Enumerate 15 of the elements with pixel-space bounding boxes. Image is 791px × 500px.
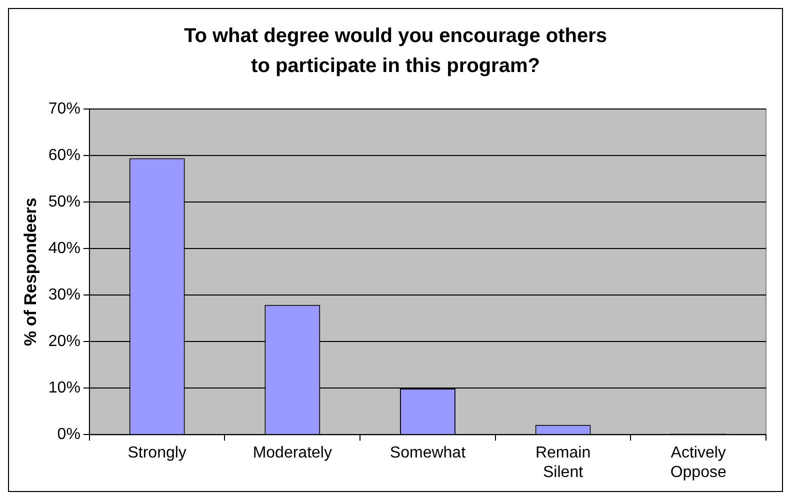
chart-title: To what degree would you encourage others to participate in this program? — [182, 24, 608, 79]
y-tick-label: 60% — [48, 146, 80, 164]
x-tick-label: Moderately — [252, 444, 332, 462]
y-axis-title: % of Respondeers — [20, 198, 40, 346]
x-tick-label: Actively Oppose — [670, 444, 726, 481]
y-tick-label: 20% — [48, 332, 80, 350]
y-tick-label: 0% — [57, 426, 80, 444]
x-tick-label: Strongly — [128, 444, 186, 462]
x-tick-label: Remain Silent — [535, 444, 591, 481]
y-tick-label: 70% — [48, 100, 80, 118]
y-tick-label: 40% — [48, 240, 80, 257]
y-tick-label: 50% — [48, 193, 80, 210]
y-tick-label: 30% — [48, 286, 80, 304]
y-tick-label: 10% — [48, 379, 80, 396]
x-tick-label: Somewhat — [390, 444, 466, 462]
